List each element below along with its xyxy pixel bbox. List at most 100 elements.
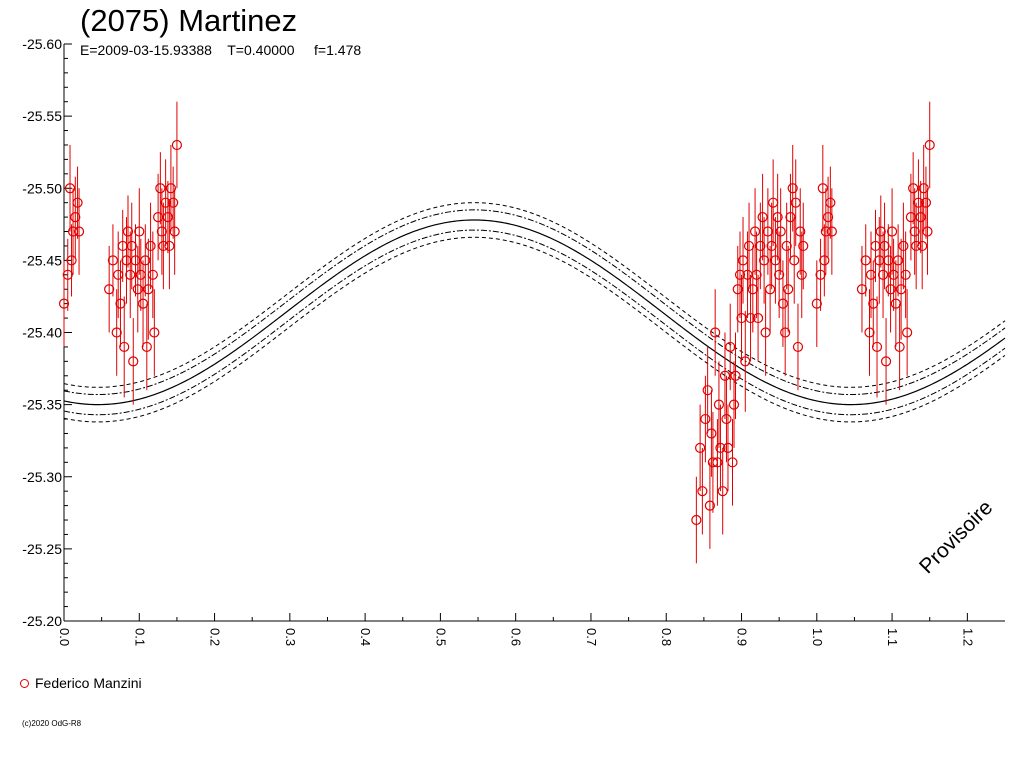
- data-point: [111, 327, 122, 338]
- data-point: [886, 226, 898, 237]
- data-point: [149, 327, 160, 338]
- data-point: [140, 255, 151, 266]
- y-tick-label: -25.60: [22, 36, 62, 52]
- data-point: [759, 255, 770, 266]
- data-point: [915, 212, 926, 223]
- data-point: [770, 255, 781, 266]
- data-point: [785, 212, 796, 223]
- data-point: [783, 284, 794, 295]
- data-point: [868, 298, 879, 309]
- data-point: [752, 312, 764, 324]
- legend-label: Federico Manzini: [35, 675, 142, 691]
- data-point: [162, 212, 173, 223]
- data-point: [822, 212, 834, 223]
- data-point: [765, 284, 776, 295]
- data-point: [920, 197, 932, 208]
- chart-subtitle: E=2009-03-15.93388 T=0.40000 f=1.478: [80, 42, 362, 58]
- fit-curve-inner-lower: [63, 209, 1006, 396]
- data-point: [795, 226, 806, 237]
- data-point: [787, 183, 798, 194]
- data-point: [58, 298, 70, 309]
- copyright-text: (c)2020 OdG-R8: [22, 719, 82, 728]
- open-circle-marker-icon: [20, 678, 29, 688]
- data-point: [132, 284, 143, 295]
- data-point: [169, 226, 180, 237]
- data-point: [130, 255, 141, 266]
- data-point: [710, 327, 721, 338]
- data-point: [751, 269, 762, 280]
- data-point: [825, 197, 836, 208]
- data-point: [900, 269, 911, 280]
- data-point: [160, 197, 171, 208]
- data-point: [815, 269, 826, 280]
- data-point: [745, 312, 756, 324]
- fit-curves: [63, 202, 1006, 423]
- data-point: [918, 183, 929, 194]
- data-point: [781, 240, 792, 252]
- data-point: [153, 212, 164, 223]
- data-point: [766, 240, 777, 252]
- data-point: [871, 341, 883, 353]
- data-point: [811, 298, 822, 309]
- data-point: [119, 341, 130, 353]
- fit-curve-main: [63, 219, 1006, 406]
- data-point: [908, 183, 919, 194]
- x-tick-label: 1.2: [960, 628, 975, 646]
- data-point: [168, 197, 179, 208]
- data-point: [706, 428, 717, 439]
- data-point: [171, 139, 183, 151]
- data-point: [780, 327, 791, 338]
- chart-title: (2075) Martinez: [80, 3, 298, 38]
- data-point: [702, 385, 713, 396]
- data-point: [713, 399, 725, 410]
- data-point: [755, 240, 766, 252]
- data-point: [817, 183, 828, 194]
- data-point: [819, 255, 830, 266]
- data-point: [72, 197, 83, 208]
- data-point: [747, 284, 758, 295]
- data-point: [732, 284, 743, 295]
- data-point: [924, 139, 935, 151]
- chart-axes: -25.60 -25.55 -25.50 -25.45 -25.40 -25.35 -25.…: [22, 36, 1005, 646]
- data-point: [890, 298, 901, 309]
- data-point: [826, 226, 837, 237]
- y-tick-label: -25.30: [22, 469, 62, 485]
- y-tick-label: -25.50: [22, 180, 62, 196]
- data-point: [774, 269, 785, 280]
- data-point: [721, 413, 732, 425]
- data-point: [743, 240, 755, 252]
- data-point: [695, 442, 706, 453]
- data-point: [145, 240, 156, 252]
- data-point: [725, 341, 736, 353]
- data-point: [877, 269, 889, 280]
- data-point: [164, 240, 175, 252]
- data-point: [691, 514, 702, 526]
- data-point: [860, 255, 871, 266]
- data-point: [134, 226, 145, 237]
- data-point: [147, 269, 158, 280]
- data-point: [141, 341, 152, 353]
- data-point: [66, 255, 77, 266]
- y-tick-label: -25.35: [22, 397, 62, 413]
- data-point: [740, 356, 751, 367]
- x-tick-label: 0.6: [509, 628, 524, 646]
- data-point: [885, 284, 896, 295]
- data-point: [104, 284, 115, 295]
- data-point: [775, 226, 786, 237]
- y-tick-label: -25.20: [22, 613, 62, 629]
- x-tick-label: 0.7: [584, 628, 599, 646]
- data-point: [137, 298, 149, 309]
- data-point: [717, 486, 728, 497]
- data-point: [122, 226, 134, 237]
- data-point: [700, 413, 711, 425]
- data-point: [913, 197, 924, 208]
- data-point: [777, 298, 789, 309]
- data-point: [704, 500, 716, 511]
- data-point: [126, 240, 137, 252]
- x-tick-label: 1.1: [885, 628, 900, 646]
- x-tick-label: 0.0: [57, 628, 72, 646]
- data-point: [757, 212, 768, 223]
- x-tick-label: 0.4: [358, 628, 373, 646]
- data-point: [856, 284, 868, 295]
- data-point: [107, 255, 119, 266]
